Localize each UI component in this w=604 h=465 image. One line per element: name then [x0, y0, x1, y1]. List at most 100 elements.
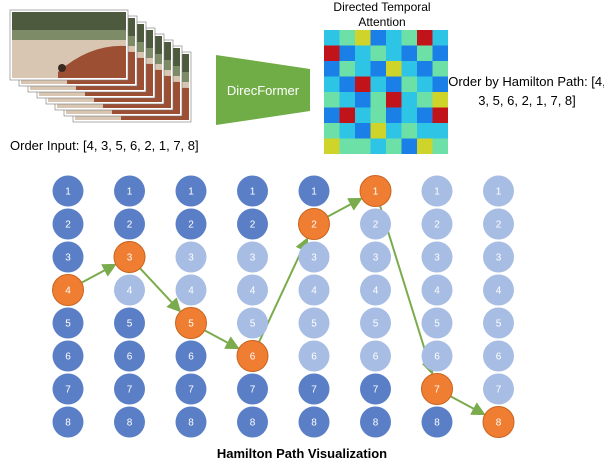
- node-label: 8: [65, 418, 71, 429]
- attention-cell: [339, 61, 355, 77]
- node-label: 3: [311, 253, 317, 264]
- node-label: 6: [127, 352, 133, 363]
- hamilton-order-label: Order by Hamilton Path: [4, 3, 5, 6, 2, …: [448, 74, 604, 108]
- node-label: 3: [434, 253, 440, 264]
- node-label: 8: [188, 418, 194, 429]
- node-label: 7: [496, 385, 502, 396]
- node-label: 1: [434, 187, 440, 198]
- attention-cell: [370, 61, 386, 77]
- path-arrow: [450, 395, 486, 416]
- path-node-faded: [360, 307, 391, 339]
- attention-cell: [401, 123, 417, 139]
- path-arrow: [204, 329, 240, 350]
- node-label: 5: [373, 319, 379, 330]
- node-label: 1: [496, 187, 502, 198]
- path-arrow: [327, 197, 363, 218]
- attention-cell: [370, 45, 386, 61]
- video-frame: [9, 9, 129, 81]
- path-node-faded: [298, 340, 330, 372]
- attention-cell: [432, 138, 448, 154]
- path-node-faded: [360, 340, 391, 372]
- node-label: 7: [311, 385, 317, 396]
- path-node-active: [175, 373, 207, 405]
- node-label: 5: [434, 319, 440, 330]
- node-label: 8: [311, 418, 317, 429]
- node-label: 5: [311, 319, 317, 330]
- path-node-active: [360, 373, 391, 405]
- node-label: 2: [434, 220, 440, 231]
- path-node-active: [237, 175, 268, 207]
- path-node-active: [52, 307, 84, 339]
- path-node-active: [175, 208, 207, 240]
- attention-cell: [324, 138, 340, 154]
- attention-cell: [370, 76, 386, 92]
- path-node-faded: [483, 373, 514, 405]
- attention-cell: [386, 107, 402, 123]
- node-label: 5: [127, 319, 133, 330]
- attention-cell: [417, 138, 433, 154]
- node-label: 6: [250, 352, 256, 363]
- node-label: 2: [65, 220, 71, 231]
- path-node-faded: [175, 274, 207, 306]
- node-label: 2: [311, 220, 317, 231]
- node-label: 6: [373, 352, 379, 363]
- attention-cell: [432, 61, 448, 77]
- path-node-active: [114, 208, 145, 240]
- path-node-faded: [421, 307, 453, 339]
- node-label: 1: [311, 187, 317, 198]
- attention-cell: [324, 61, 340, 77]
- path-node-selected: [359, 175, 392, 207]
- path-node-faded: [298, 307, 330, 339]
- node-label: 5: [496, 319, 502, 330]
- attention-cell: [386, 45, 402, 61]
- path-node-active: [114, 307, 145, 339]
- path-node-active: [52, 208, 84, 240]
- attention-cell: [386, 76, 402, 92]
- path-node-faded: [483, 241, 514, 273]
- path-node-active: [114, 373, 145, 405]
- attention-cell: [432, 45, 448, 61]
- node-label: 8: [434, 418, 440, 429]
- attention-cell: [324, 92, 340, 108]
- attention-cell: [386, 30, 402, 46]
- path-node-faded: [421, 208, 453, 240]
- attention-cell: [401, 107, 417, 123]
- path-node-active: [298, 175, 330, 207]
- node-label: 8: [250, 418, 256, 429]
- node-label: 4: [65, 286, 71, 297]
- attention-cell: [339, 107, 355, 123]
- node-label: 6: [496, 352, 502, 363]
- attention-cell: [339, 76, 355, 92]
- hamilton-path-diagram: 1 2 3 4 5 6 7 8 1 2 3 4 5 6 7 8 1 2 3 4 5 6 7 8 1 2 3 4 5 6 7 8 1 2 3 4 5 6 7 8…: [52, 175, 515, 438]
- node-label: 2: [373, 220, 379, 231]
- path-node-active: [114, 340, 145, 372]
- attention-cell: [417, 61, 433, 77]
- node-label: 4: [434, 286, 440, 297]
- node-label: 6: [188, 352, 194, 363]
- node-label: 7: [434, 385, 440, 396]
- attention-cell: [370, 92, 386, 108]
- path-node-faded: [237, 274, 268, 306]
- node-label: 4: [188, 286, 194, 297]
- attention-cell: [401, 61, 417, 77]
- order-input-label: Order Input: [4, 3, 5, 6, 2, 1, 7, 8]: [10, 138, 199, 153]
- path-node-faded: [421, 340, 453, 372]
- path-node-active: [298, 373, 330, 405]
- attention-cell: [386, 138, 402, 154]
- node-label: 7: [250, 385, 256, 396]
- node-label: 3: [373, 253, 379, 264]
- path-node-faded: [237, 307, 268, 339]
- direcformer-block: DirecFormer: [216, 55, 310, 125]
- node-label: 8: [496, 418, 502, 429]
- node-label: 3: [188, 253, 194, 264]
- attention-cell: [401, 45, 417, 61]
- attention-cell: [432, 30, 448, 46]
- path-node-active: [114, 175, 145, 207]
- node-label: 6: [434, 352, 440, 363]
- path-node-active: [237, 208, 268, 240]
- node-label: 4: [127, 286, 133, 297]
- attention-cell: [339, 138, 355, 154]
- path-node-active: [237, 406, 268, 438]
- node-label: 6: [65, 352, 71, 363]
- path-node-faded: [114, 274, 145, 306]
